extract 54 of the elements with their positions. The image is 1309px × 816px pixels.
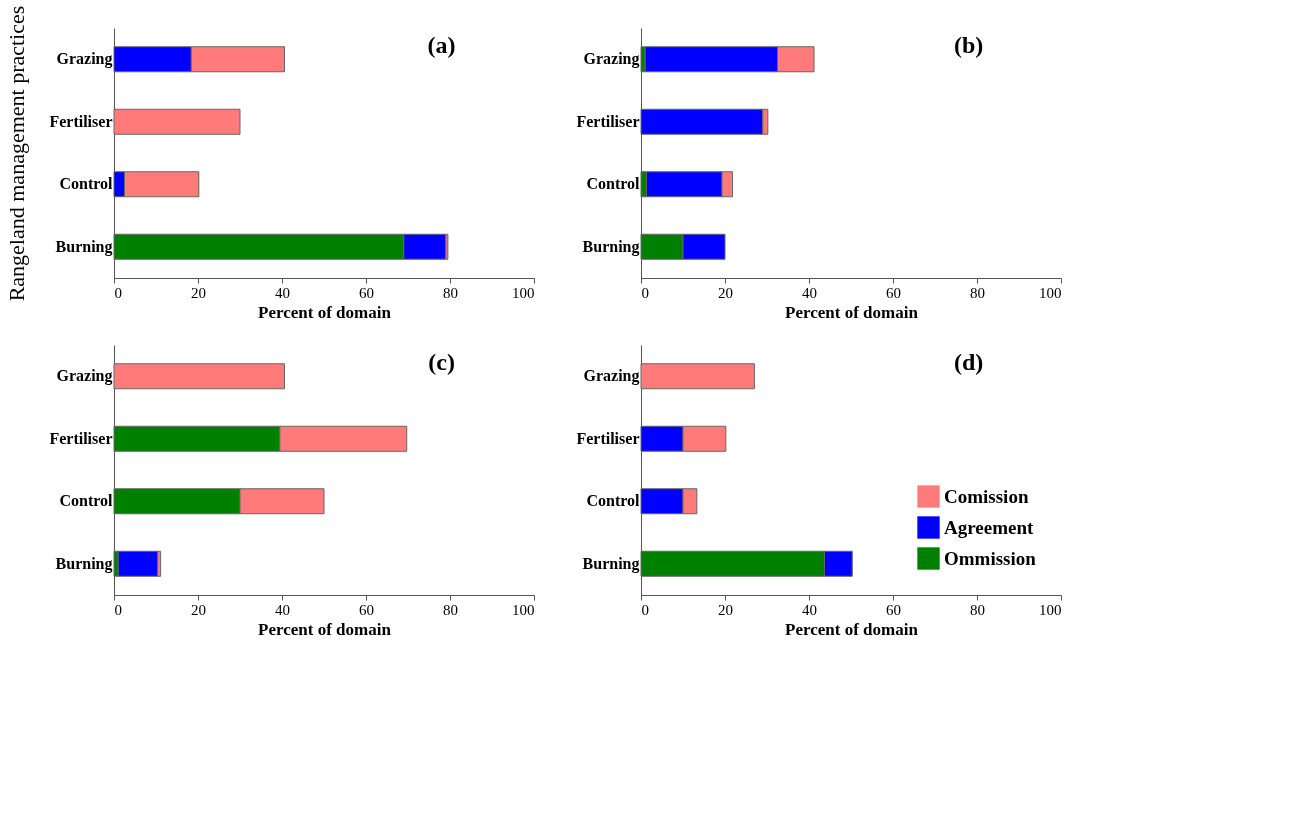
x-tick-label: 60: [886, 601, 901, 618]
x-tick-label: 40: [275, 601, 290, 618]
x-tick-label: 80: [970, 284, 985, 301]
chart-title: (d): [953, 349, 984, 375]
y-tick-label: Fertiliser: [576, 112, 640, 130]
legend-label: Comission: [944, 485, 1029, 507]
y-tick-label: Burning: [582, 554, 640, 573]
x-tick-label: 20: [191, 284, 206, 301]
y-tick-label: Control: [586, 175, 641, 193]
x-tick-label: 80: [443, 601, 458, 618]
x-tick-label: 60: [886, 284, 901, 301]
y-tick-label: Grazing: [56, 367, 113, 386]
y-tick-label: Fertiliser: [49, 429, 113, 447]
x-tick-label: 40: [275, 284, 290, 301]
bar: [117, 550, 159, 577]
x-tick-label: 60: [359, 284, 374, 301]
y-axis-title: Rangeland management practices: [4, 5, 30, 302]
x-tick-label: 80: [443, 284, 458, 301]
y-tick-label: Grazing: [56, 50, 113, 69]
y-tick-label: Fertiliser: [576, 429, 640, 447]
chart-title: (c): [428, 349, 455, 375]
x-axis-title: Percent of domain: [258, 302, 392, 322]
x-tick-label: 100: [512, 284, 535, 301]
y-tick-label: Fertiliser: [49, 112, 113, 130]
legend-label: Ommission: [944, 547, 1037, 569]
x-tick-label: 100: [1039, 601, 1062, 618]
chart-title: (b): [953, 32, 984, 58]
y-tick-label: Grazing: [583, 367, 640, 386]
x-tick-label: 0: [114, 284, 122, 301]
y-tick-label: Burning: [55, 237, 113, 256]
x-tick-label: 60: [359, 601, 374, 618]
x-tick-label: 0: [641, 284, 649, 301]
chart-title: (a): [427, 32, 456, 58]
x-axis-title: Percent of domain: [785, 619, 919, 639]
x-tick-label: 40: [802, 601, 817, 618]
x-axis-title: Percent of domain: [785, 302, 919, 322]
x-axis-title: Percent of domain: [258, 619, 392, 639]
y-tick-label: Burning: [582, 237, 640, 256]
y-tick-label: Burning: [55, 554, 113, 573]
y-tick-label: Grazing: [583, 50, 640, 69]
x-tick-label: 0: [641, 601, 649, 618]
x-tick-label: 20: [718, 284, 733, 301]
legend-label: Agreement: [944, 516, 1034, 538]
y-tick-label: Control: [59, 492, 114, 510]
y-tick-label: Control: [586, 492, 641, 510]
x-tick-label: 0: [114, 601, 122, 618]
y-tick-label: Control: [59, 175, 114, 193]
x-tick-label: 100: [512, 601, 535, 618]
x-tick-label: 40: [802, 284, 817, 301]
x-tick-label: 20: [191, 601, 206, 618]
bar: [113, 363, 286, 390]
x-tick-label: 80: [970, 601, 985, 618]
x-tick-label: 100: [1039, 284, 1062, 301]
x-tick-label: 20: [718, 601, 733, 618]
